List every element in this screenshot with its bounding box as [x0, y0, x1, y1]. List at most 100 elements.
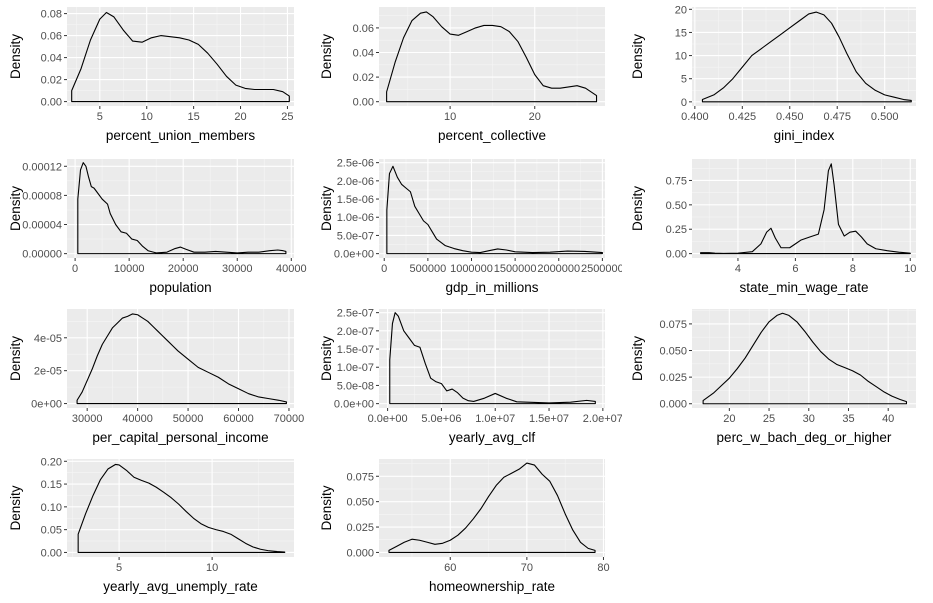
x-tick-label: 80 — [597, 562, 609, 574]
x-tick-label: 20 — [723, 413, 735, 425]
density-panel-yearly_avg_clf: 0.0e+00 5.0e+06 1.0e+07 1.5e+07 2.0e+07 0.0e+… — [319, 308, 622, 445]
y-tick-label: 0.00000 — [22, 249, 62, 261]
x-tick-label: 70 — [521, 562, 533, 574]
y-tick-label: 0.15 — [41, 479, 62, 491]
x-tick-label: 2500000 — [581, 263, 622, 275]
x-tick-label: 2000000 — [537, 263, 580, 275]
x-tick-label: 30000 — [222, 263, 253, 275]
x-tick-label: 10 — [206, 562, 218, 574]
density-panel-percent_collective: 10 20 0.00 0.02 0.04 0.06 percent_collective De… — [319, 7, 605, 143]
x-axis-title: perc_w_bach_deg_or_higher — [717, 430, 892, 445]
density-curve — [386, 165, 603, 255]
plot-background — [379, 459, 605, 557]
density-curve — [76, 313, 287, 405]
density-panel-per_capital_personal_income: 30000 40000 50000 60000 70000 0e+00 2e-05 4e-05… — [8, 309, 305, 445]
density-panel-yearly_avg_unemply_rate: 5 10 0.00 0.05 0.10 0.15 0.20 yearly_avg_unempl… — [8, 456, 294, 594]
plot-background — [692, 7, 916, 106]
x-tick-label: 0.500 — [871, 111, 899, 123]
x-tick-label: 10 — [904, 263, 916, 275]
y-axis-title: Density — [8, 186, 23, 231]
y-tick-label: 20 — [675, 4, 687, 16]
y-tick-label: 2e-05 — [34, 366, 62, 378]
y-tick-label: 4e-05 — [34, 333, 62, 345]
y-tick-label: 5.0e-08 — [337, 380, 374, 392]
density-panel-gdp_in_millions: 0 500000 1000000 1500000 2000000 2500000 0.0e+… — [319, 158, 622, 295]
y-tick-label: 0.10 — [41, 502, 62, 514]
plot-background — [67, 309, 294, 408]
y-axis-title: Density — [319, 34, 334, 79]
density-panel-percent_union_members: 5 10 15 20 25 0.00 0.02 0.04 0.06 0.08 percent_uni… — [8, 7, 294, 143]
x-tick-label: 15 — [188, 111, 200, 123]
y-tick-label: 0.000 — [346, 547, 374, 559]
y-tick-label: 0.0e+00 — [334, 249, 374, 261]
y-tick-label: 0.000 — [659, 399, 687, 411]
y-tick-label: 0.075 — [346, 471, 374, 483]
y-axis-title: Density — [319, 336, 334, 381]
y-tick-label: 0.00 — [666, 249, 687, 261]
y-tick-label: 1.0e-07 — [337, 362, 374, 374]
x-axis-title: percent_collective — [438, 128, 546, 143]
y-axis-title: Density — [8, 336, 23, 381]
x-tick-label: 20 — [529, 111, 541, 123]
density-curve — [77, 463, 286, 553]
plot-background — [379, 159, 605, 258]
x-tick-label: 0 — [72, 263, 78, 275]
x-tick-label: 10000 — [114, 263, 145, 275]
y-tick-label: 0.75 — [666, 175, 687, 187]
y-tick-label: 0.050 — [659, 346, 687, 358]
x-tick-label: 500000 — [410, 263, 447, 275]
x-tick-label: 2.0e+07 — [583, 413, 622, 425]
x-tick-label: 70000 — [274, 413, 305, 425]
x-tick-label: 6 — [792, 263, 798, 275]
x-tick-label: 8 — [850, 263, 856, 275]
x-tick-label: 0.425 — [729, 111, 757, 123]
density-curve — [701, 11, 912, 103]
y-tick-label: 0.050 — [346, 497, 374, 509]
x-tick-label: 25 — [763, 413, 775, 425]
x-tick-label: 10 — [141, 111, 153, 123]
y-tick-label: 0.025 — [346, 522, 374, 534]
y-tick-label: 0.00004 — [22, 220, 62, 232]
plot-background — [67, 159, 294, 258]
y-axis-title: Density — [630, 34, 645, 79]
x-tick-label: 0.475 — [823, 111, 851, 123]
y-tick-label: 2.0e-06 — [337, 176, 374, 188]
density-curve — [77, 162, 287, 255]
x-tick-label: 1.0e+07 — [475, 413, 515, 425]
y-axis-title: Density — [319, 186, 334, 231]
y-tick-label: 1.5e-06 — [337, 194, 374, 206]
y-tick-label: 0.05 — [41, 525, 62, 537]
y-tick-label: 0.00 — [41, 547, 62, 559]
x-tick-label: 50000 — [173, 413, 204, 425]
y-tick-label: 2.0e-07 — [337, 326, 374, 338]
x-axis-title: gdp_in_millions — [445, 280, 538, 295]
y-tick-label: 1.5e-07 — [337, 344, 374, 356]
y-tick-label: 10 — [675, 51, 687, 63]
x-axis-title: yearly_avg_clf — [449, 430, 536, 445]
x-axis-title: homeownership_rate — [429, 579, 555, 594]
y-tick-label: 0.04 — [41, 53, 62, 65]
x-axis-title: per_capital_personal_income — [92, 430, 268, 445]
density-panel-state_min_wage_rate: 4 6 8 10 0.00 0.25 0.50 0.75 state_min_wage_rate… — [630, 159, 916, 295]
plot-background — [67, 459, 294, 557]
y-tick-label: 0.50 — [666, 200, 687, 212]
y-axis-title: Density — [630, 186, 645, 231]
y-tick-label: 0.06 — [41, 31, 62, 43]
y-tick-label: 0 — [681, 97, 687, 109]
y-tick-label: 0.06 — [353, 23, 374, 35]
x-tick-label: 10 — [444, 111, 456, 123]
density-panel-population: 0 10000 20000 30000 40000 0.00000 0.00004 0.000… — [8, 159, 307, 295]
x-tick-label: 0.400 — [681, 111, 709, 123]
y-tick-label: 5.0e-07 — [337, 230, 374, 242]
plot-background — [379, 309, 605, 408]
x-tick-label: 40000 — [276, 263, 307, 275]
x-tick-label: 5.0e+06 — [421, 413, 461, 425]
y-tick-label: 0.04 — [353, 48, 374, 60]
x-tick-label: 5 — [116, 562, 122, 574]
y-tick-label: 0.02 — [353, 72, 374, 84]
y-axis-title: Density — [630, 336, 645, 381]
x-axis-title: state_min_wage_rate — [739, 280, 868, 295]
density-panel-homeownership_rate: 60 70 80 0.000 0.025 0.050 0.075 homeownership_… — [319, 459, 610, 594]
y-tick-label: 0.08 — [41, 9, 62, 21]
